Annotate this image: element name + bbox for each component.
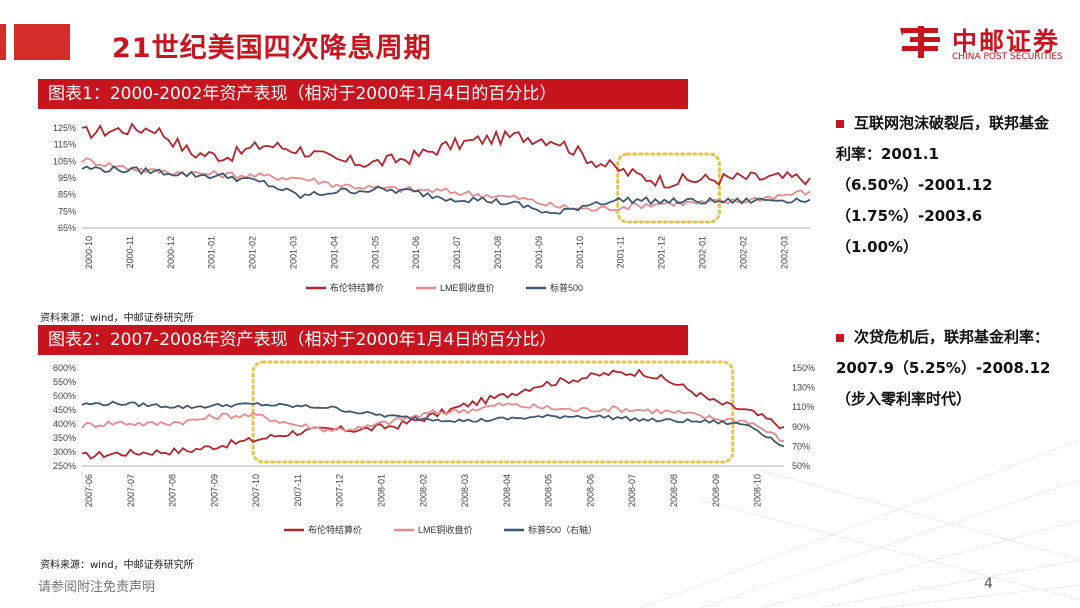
y-tick-label: 95% xyxy=(58,173,76,183)
legend-label: LME铜收盘价 xyxy=(418,524,473,535)
y-tick-label: 450% xyxy=(53,405,76,415)
x-tick-label: 2008-07 xyxy=(627,474,637,507)
bullet-square-icon xyxy=(836,119,844,128)
x-tick-label: 2001-11 xyxy=(616,236,626,268)
x-tick-label: 2008-04 xyxy=(502,474,512,507)
x-tick-label: 2001-07 xyxy=(452,236,462,269)
y-right-tick-label: 130% xyxy=(792,383,815,393)
x-tick-label: 2001-01 xyxy=(207,236,217,269)
legend-label: 标普500 xyxy=(550,282,583,293)
x-tick-label: 2001-02 xyxy=(248,236,258,269)
x-tick-label: 2007-06 xyxy=(84,474,94,507)
x-tick-label: 2000-11 xyxy=(125,236,135,268)
y-tick-label: 400% xyxy=(53,419,76,429)
chart1-title: 图表1：2000-2002年资产表现（相对于2000年1月4日的百分比） xyxy=(38,79,688,109)
x-tick-label: 2001-04 xyxy=(329,236,339,269)
series-line-1 xyxy=(81,402,784,442)
title-accent-bar xyxy=(0,24,6,60)
bullet-text: 次贷危机后，联邦基金利率：2007.9（5.25%）-2008.12（步入零利率… xyxy=(836,328,1051,408)
legend-label: 布伦特结算价 xyxy=(308,524,362,535)
x-tick-label: 2007-11 xyxy=(293,474,303,506)
x-tick-label: 2000-10 xyxy=(84,236,94,269)
y-right-tick-label: 150% xyxy=(792,363,815,373)
x-tick-label: 2008-02 xyxy=(418,474,428,507)
chart2-svg: 600% 550% 500% 450% 400% 350% 300% 250% 150% 130%… xyxy=(53,360,815,535)
chart1-svg: 125% 115% 105% 95% 85% 75% 65% 2000-10 2000-11 20… xyxy=(53,122,811,293)
title-accent-block xyxy=(14,24,70,60)
legend-label: LME铜收盘价 xyxy=(440,282,495,293)
bullet-text: 互联网泡沫破裂后，联邦基金利率：2001.1（6.50%）-2001.12（1.… xyxy=(836,114,1050,256)
y-tick-label: 105% xyxy=(53,156,76,166)
x-tick-label: 2008-03 xyxy=(460,474,470,507)
y-tick-label: 65% xyxy=(58,223,76,233)
y-tick-label: 115% xyxy=(54,140,76,150)
y-right-tick-label: 50% xyxy=(792,461,810,471)
x-tick-label: 2008-01 xyxy=(377,474,387,507)
x-tick-label: 2007-12 xyxy=(335,474,345,507)
series-line-0 xyxy=(81,368,785,460)
x-tick-label: 2008-05 xyxy=(544,474,554,507)
x-tick-label: 2008-10 xyxy=(753,474,763,507)
series-line-1 xyxy=(81,157,811,212)
x-tick-label: 2007-09 xyxy=(209,474,219,507)
bullet-square-icon xyxy=(836,333,844,342)
legend-label: 标普500（右轴） xyxy=(528,524,597,535)
series-line-2 xyxy=(81,400,785,448)
y-tick-label: 300% xyxy=(53,447,76,457)
x-tick-label: 2000-12 xyxy=(166,236,176,269)
y-tick-label: 350% xyxy=(53,433,76,443)
series-line-2 xyxy=(81,165,811,215)
y-tick-label: 600% xyxy=(53,363,76,373)
x-tick-label: 2008-09 xyxy=(711,474,721,507)
x-tick-label: 2002-02 xyxy=(738,236,748,269)
series-line-0 xyxy=(81,122,811,189)
x-tick-label: 2001-06 xyxy=(411,236,421,269)
company-logo: 中邮证券 CHINA POST SECURITIES xyxy=(900,22,1070,64)
x-tick-label: 2001-09 xyxy=(534,236,544,269)
y-tick-label: 500% xyxy=(53,391,76,401)
x-tick-label: 2007-10 xyxy=(251,474,261,507)
disclaimer-note: 请参阅附注免责声明 xyxy=(38,580,156,595)
y-tick-label: 85% xyxy=(58,190,76,200)
x-tick-label: 2001-08 xyxy=(493,236,503,269)
logo-text-cn: 中邮证券 xyxy=(952,27,1061,56)
bullet-subprime: 次贷危机后，联邦基金利率：2007.9（5.25%）-2008.12（步入零利率… xyxy=(836,322,1051,415)
y-tick-label: 125% xyxy=(53,123,76,133)
legend-label: 布伦特结算价 xyxy=(330,282,384,293)
chart2-title: 图表2：2007-2008年资产表现（相对于2000年1月4日的百分比） xyxy=(38,325,688,355)
y-right-tick-label: 110% xyxy=(792,402,814,412)
chart1-source: 资料来源：wind，中邮证券研究所 xyxy=(40,313,194,324)
logo-text-en: CHINA POST SECURITIES xyxy=(952,52,1063,62)
x-tick-label: 2008-08 xyxy=(669,474,679,507)
x-tick-label: 2001-12 xyxy=(657,236,667,269)
page-title: 21世纪美国四次降息周期 xyxy=(112,33,432,64)
x-tick-label: 2008-06 xyxy=(585,474,595,507)
x-tick-label: 2002-03 xyxy=(779,236,789,269)
x-tick-label: 2007-08 xyxy=(168,474,178,507)
highlight-box xyxy=(616,152,721,224)
page-number: 4 xyxy=(984,576,993,592)
y-tick-label: 250% xyxy=(53,461,76,471)
y-right-tick-label: 70% xyxy=(792,441,810,451)
bullet-dotcom: 互联网泡沫破裂后，联邦基金利率：2001.1（6.50%）-2001.12（1.… xyxy=(836,108,1051,263)
x-tick-label: 2007-07 xyxy=(126,474,136,507)
x-tick-label: 2002-01 xyxy=(697,236,707,269)
y-tick-label: 75% xyxy=(58,206,76,216)
y-right-tick-label: 90% xyxy=(792,422,810,432)
china-post-emblem-icon xyxy=(900,26,940,58)
chart2-source: 资料来源：wind，中邮证券研究所 xyxy=(40,560,194,571)
x-tick-label: 2001-03 xyxy=(288,236,298,269)
y-tick-label: 550% xyxy=(53,377,76,387)
x-tick-label: 2001-05 xyxy=(370,236,380,269)
x-tick-label: 2001-10 xyxy=(575,236,585,269)
